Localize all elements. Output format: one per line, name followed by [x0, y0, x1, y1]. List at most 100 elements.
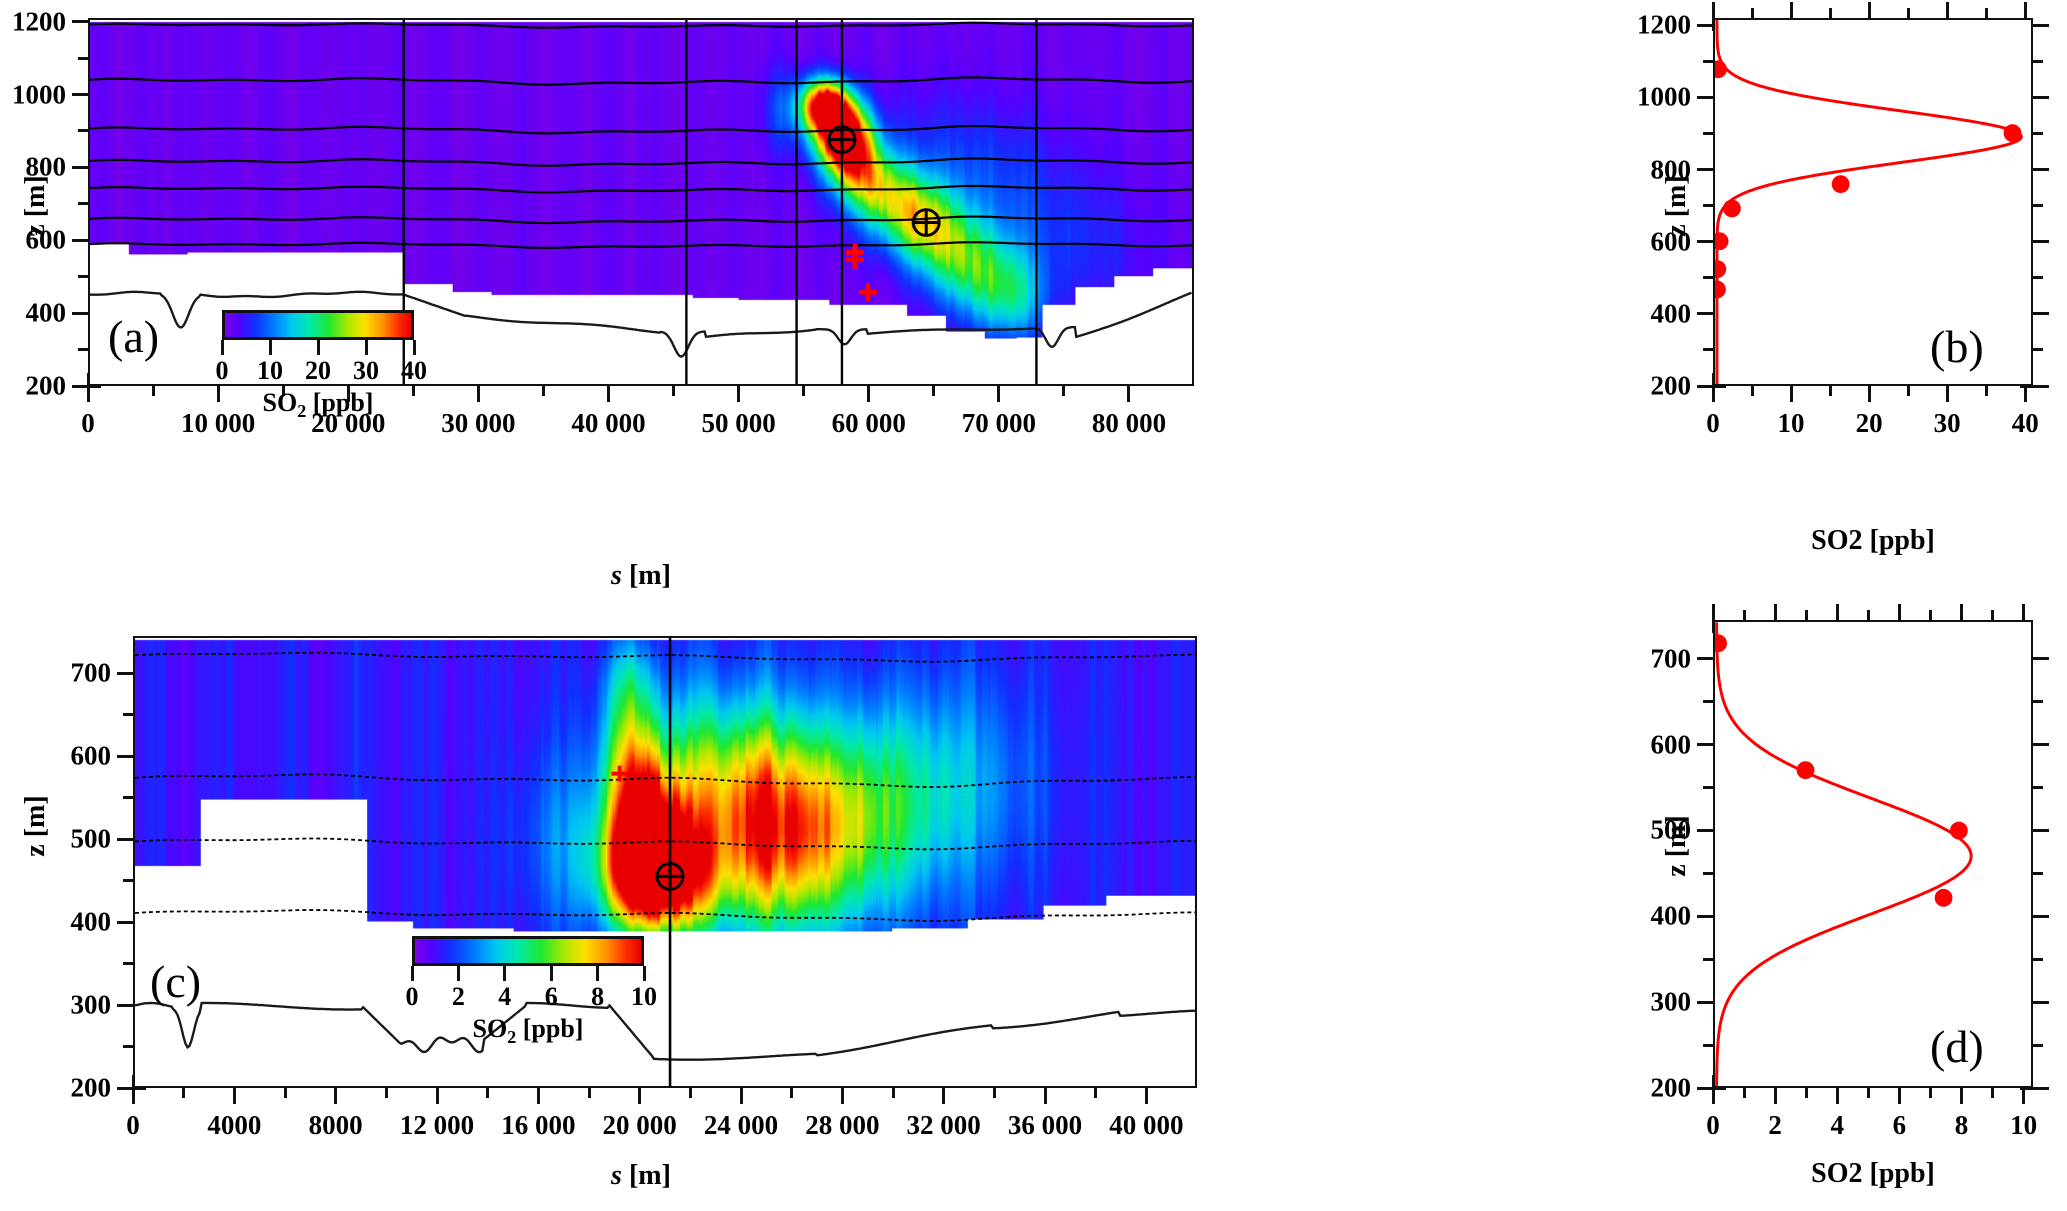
colorbar-tick-label: 20: [305, 356, 331, 385]
x-tick-label: 30 000: [441, 408, 516, 438]
y-right-tick: [2033, 23, 2049, 27]
x-minor-tick: [541, 386, 545, 396]
x-minor-tick: [411, 386, 415, 396]
x-top-tick: [1835, 604, 1839, 620]
y-right-tick: [2033, 276, 2043, 280]
y-right-tick-inner: [2020, 1086, 2033, 1090]
x-tick-mark: [86, 386, 90, 402]
y-tick-mark: [1697, 828, 1713, 832]
x-top-tick: [1906, 8, 1910, 18]
colorbar-tick-label: 10: [257, 356, 283, 385]
y-minor-tick: [1703, 957, 1713, 961]
x-minor-tick: [1804, 1088, 1808, 1098]
y-right-tick: [2033, 700, 2043, 704]
y-tick-mark: [1697, 23, 1713, 27]
x-tick-label: 28 000: [805, 1110, 880, 1140]
x-minor-tick: [1062, 386, 1066, 396]
y-right-tick: [2033, 1043, 2043, 1047]
y-tick-label: 300: [1650, 986, 1692, 1017]
y-tick-mark: [72, 238, 88, 242]
y-tick-mark: [117, 754, 133, 758]
colorbar-tick: [316, 340, 320, 355]
y-tick-label: 600: [70, 740, 112, 771]
x-top-tick: [1750, 8, 1754, 18]
x-top-tick: [1991, 610, 1995, 620]
y-tick-mark: [72, 165, 88, 169]
y-right-tick: [2033, 384, 2049, 388]
y-minor-tick: [1703, 204, 1713, 208]
colorbar-tick-label: 30: [353, 356, 379, 385]
x-tick-mark: [435, 1088, 439, 1104]
y-tick-mark: [72, 20, 88, 24]
colorbar-tick: [364, 340, 368, 355]
x-tick-mark: [1773, 1088, 1777, 1104]
x-tick-mark: [638, 1088, 642, 1104]
x-minor-tick: [1991, 1088, 1995, 1098]
panel-c-cross-section: [133, 636, 1197, 1088]
panel-c-y-axis-label: z [m]: [20, 795, 51, 857]
y-right-tick: [2033, 59, 2043, 63]
x-minor-tick: [688, 1088, 692, 1098]
y-tick-inner: [88, 384, 101, 388]
x-tick-mark: [1711, 1088, 1715, 1104]
colorbar-tick: [596, 966, 600, 981]
y-right-tick: [2033, 743, 2049, 746]
y-tick-mark: [1697, 914, 1713, 918]
y-tick-label: 1200: [1637, 9, 1691, 40]
panel-c-colorbar-ticks: [410, 966, 646, 982]
x-tick-mark: [2023, 386, 2027, 402]
y-tick-label: 600: [1650, 729, 1692, 759]
x-minor-tick: [1928, 1088, 1932, 1098]
y-minor-tick: [123, 713, 133, 717]
x-tick-mark: [1867, 386, 1871, 402]
colorbar-tick-label: 40: [401, 356, 427, 385]
colorbar-tick-label: 0: [215, 356, 229, 385]
x-tick-mark: [1945, 386, 1949, 402]
y-tick-label: 1000: [1637, 81, 1691, 112]
panel-c-colorbar-title: SO2 [ppb]: [472, 1014, 584, 1048]
y-minor-tick: [123, 1045, 133, 1049]
x-tick-label: 20 000: [311, 408, 386, 438]
y-tick-mark: [72, 384, 88, 388]
y-tick-mark: [72, 93, 88, 96]
x-tick-label: 2: [1768, 1110, 1782, 1140]
colorbar-tick: [642, 966, 646, 981]
x-tick-label: 10: [1777, 408, 1805, 438]
x-top-tick: [1828, 8, 1832, 18]
y-minor-tick: [123, 879, 133, 883]
colorbar-tick: [410, 966, 414, 981]
x-minor-tick: [1742, 1088, 1746, 1098]
x-tick-label: 24 000: [703, 1110, 779, 1140]
panel-c-colorbar: 0 2 4 6 8 10 SO2 [ppb]: [406, 936, 657, 1048]
panel-a-x-axis-label: s [m]: [611, 560, 671, 591]
x-tick-label: 12 000: [399, 1110, 475, 1140]
y-minor-tick: [123, 962, 133, 966]
x-tick-label: 10 000: [180, 408, 256, 438]
x-tick-label: 4: [1830, 1110, 1845, 1140]
colorbar-tick: [412, 340, 416, 355]
x-tick-label: 50 000: [701, 408, 776, 438]
x-tick-mark: [1144, 1088, 1148, 1104]
y-right-tick: [2033, 131, 2043, 135]
x-tick-mark: [1789, 386, 1793, 402]
y-tick-inner: [1713, 1086, 1726, 1090]
y-tick-mark: [117, 671, 133, 675]
y-right-tick: [2033, 95, 2049, 99]
colorbar-tick-label: 6: [544, 982, 558, 1011]
y-right-tick: [2033, 828, 2049, 832]
y-tick-label: 500: [70, 823, 112, 854]
x-tick-label: 0: [81, 408, 95, 438]
panel-c-colorbar-gradient: [412, 936, 644, 966]
y-tick-mark: [117, 1003, 133, 1007]
x-tick-mark: [1127, 386, 1131, 402]
panel-a-colorbar-ticks: [220, 340, 416, 356]
y-minor-tick: [1703, 1043, 1713, 1047]
y-minor-tick: [123, 796, 133, 800]
panel-c-overlays: [135, 638, 1195, 1086]
x-top-tick: [1804, 610, 1808, 620]
x-tick-label: 70 000: [961, 408, 1036, 438]
y-tick-mark: [1697, 95, 1713, 99]
x-tick-label: 36 000: [1007, 1110, 1083, 1140]
y-tick-label: 400: [25, 297, 67, 328]
panel-d-curve-and-points: [1715, 622, 1973, 1086]
